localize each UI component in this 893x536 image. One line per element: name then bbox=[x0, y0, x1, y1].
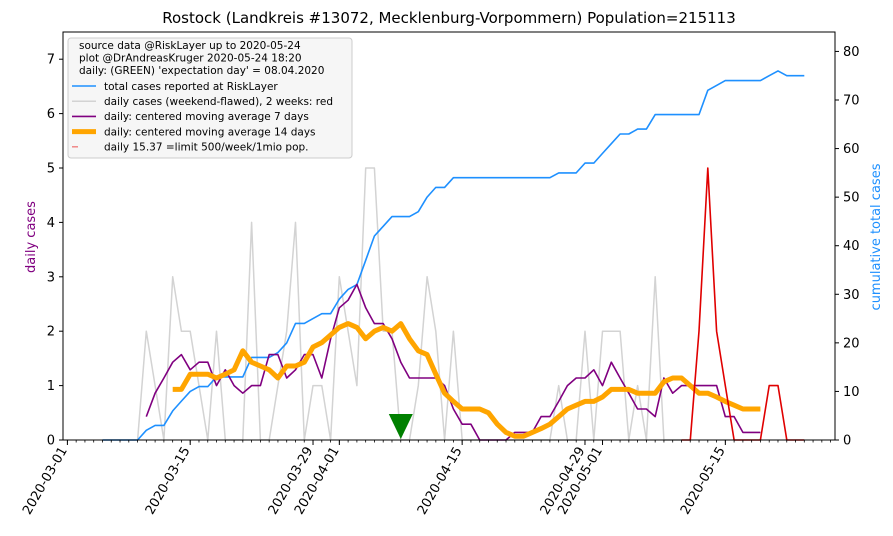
legend-header-line: source data @RiskLayer up to 2020-05-24 bbox=[79, 40, 301, 52]
chart-title: Rostock (Landkreis #13072, Mecklenburg-V… bbox=[162, 9, 736, 27]
y-left-tick-label: 3 bbox=[47, 270, 55, 285]
y-right-tick-label: 50 bbox=[843, 191, 860, 206]
y-left-tick-label: 0 bbox=[47, 434, 55, 449]
legend-entry-label: total cases reported at RiskLayer bbox=[104, 81, 278, 93]
legend-box bbox=[67, 37, 353, 159]
y-left-tick-label: 5 bbox=[47, 162, 55, 177]
series-ma7-line bbox=[145, 283, 761, 441]
legend: source data @RiskLayer up to 2020-05-24p… bbox=[67, 37, 353, 159]
legend-header-line: plot @DrAndreasKruger 2020-05-24 18:20 bbox=[79, 52, 302, 64]
y-right-tick-label: 10 bbox=[843, 385, 860, 400]
y-left-tick-label: 2 bbox=[47, 325, 55, 340]
y-left-tick-label: 7 bbox=[47, 53, 55, 68]
y-right-tick-label: 30 bbox=[843, 288, 860, 303]
y-right-tick-label: 0 bbox=[843, 434, 851, 449]
y-left-tick-label: 4 bbox=[47, 216, 55, 231]
legend-header-line: daily: (GREEN) 'expectation day' = 08.04… bbox=[79, 65, 324, 77]
y-left-tick-label: 6 bbox=[47, 107, 55, 122]
y-right-tick-label: 80 bbox=[843, 45, 860, 60]
y-axis-left-label: daily cases bbox=[24, 201, 39, 273]
y-right-tick-label: 40 bbox=[843, 239, 860, 254]
y-left-tick-label: 1 bbox=[47, 379, 55, 394]
plot-frame bbox=[62, 31, 836, 441]
legend-entry-label: daily cases (weekend-flawed), 2 weeks: r… bbox=[104, 96, 333, 108]
legend-entry-label: daily 15.37 =limit 500/week/1mio pop. bbox=[104, 142, 309, 154]
y-right-tick-label: 60 bbox=[843, 142, 860, 157]
legend-entry-label: daily: centered moving average 14 days bbox=[104, 126, 316, 138]
y-axis-right-label: cumulative total cases bbox=[869, 163, 884, 310]
y-right-tick-label: 70 bbox=[843, 94, 860, 109]
expectation-day-marker bbox=[388, 414, 413, 439]
series-ma14-line bbox=[172, 321, 761, 439]
y-right-tick-label: 20 bbox=[843, 336, 860, 351]
legend-entry-label: daily: centered moving average 7 days bbox=[104, 111, 309, 123]
series-total-cases-line bbox=[102, 70, 805, 441]
series-layer bbox=[102, 70, 805, 441]
